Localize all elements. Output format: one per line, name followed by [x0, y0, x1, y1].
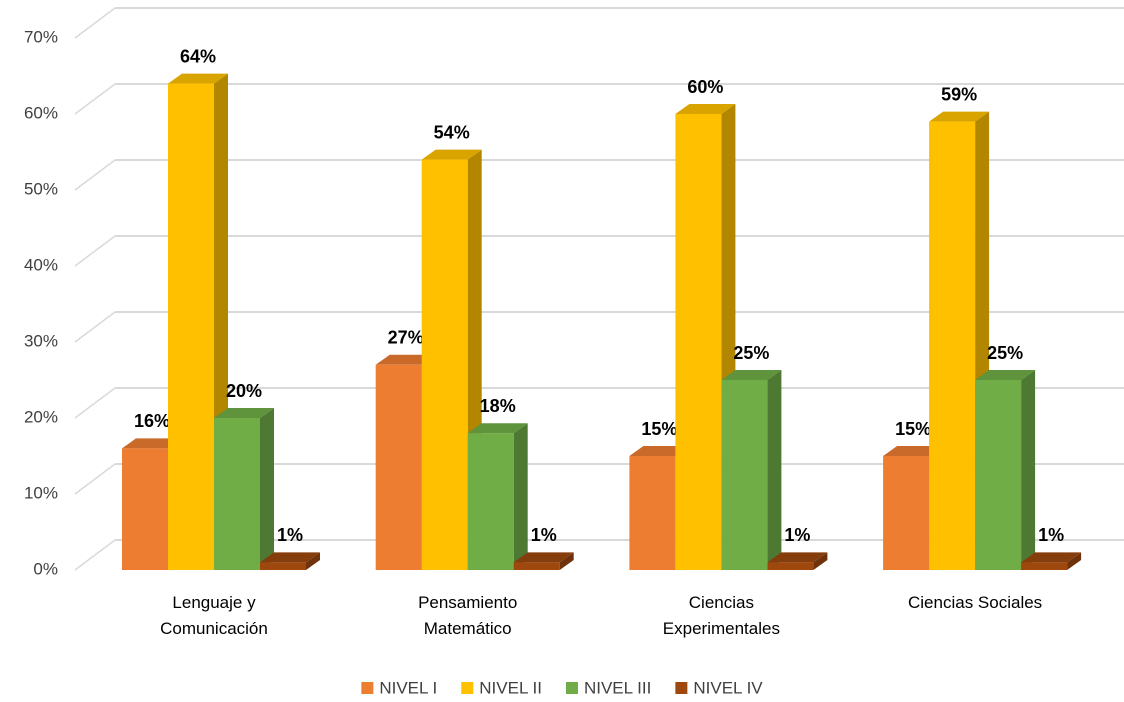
- bar: [767, 562, 814, 570]
- data-label: 60%: [687, 77, 723, 97]
- y-tick-label: 20%: [24, 407, 58, 426]
- bar: [122, 448, 168, 570]
- data-label: 15%: [895, 419, 931, 439]
- bar: [929, 121, 976, 570]
- bar: [675, 114, 722, 570]
- data-label: 1%: [1038, 525, 1064, 545]
- bar-top: [629, 446, 690, 456]
- y-tick-label: 50%: [24, 179, 58, 198]
- bar-side: [306, 552, 320, 570]
- bar: [214, 418, 260, 570]
- bar-top: [421, 149, 482, 160]
- legend-label: NIVEL IV: [693, 678, 763, 697]
- bar-top: [1021, 552, 1082, 563]
- grid-side: [74, 83, 116, 115]
- bar: [629, 456, 676, 570]
- legend-swatch: [675, 682, 688, 694]
- bar-side: [559, 552, 574, 570]
- data-label: 1%: [531, 525, 557, 545]
- bar-top: [767, 552, 828, 563]
- y-tick-label: 0%: [33, 559, 58, 578]
- x-tick-label: Ciencias Experimentales: [662, 593, 780, 638]
- legend-swatch: [361, 682, 374, 694]
- y-tick-label: 30%: [24, 331, 58, 350]
- bar-side: [513, 423, 528, 570]
- grid-side: [74, 387, 116, 419]
- data-label: 59%: [941, 84, 977, 104]
- bar-top: [513, 552, 574, 563]
- bar-top: [883, 446, 944, 456]
- bar-top: [467, 423, 528, 434]
- data-label: 27%: [388, 328, 424, 348]
- bar-side: [767, 370, 782, 570]
- bar: [467, 433, 514, 570]
- y-tick-label: 60%: [24, 103, 58, 122]
- legend-swatch: [565, 682, 578, 694]
- bar-top: [168, 73, 228, 84]
- data-label: 25%: [987, 343, 1023, 363]
- bar: [975, 380, 1022, 570]
- y-tick-label: 40%: [24, 255, 58, 274]
- grid-side: [74, 235, 116, 267]
- bar: [168, 83, 214, 570]
- bar: [260, 562, 306, 570]
- bar-top: [375, 354, 436, 365]
- x-tick-label: Pensamiento Matemático: [418, 593, 518, 638]
- x-tick-label: Ciencias Sociales: [908, 593, 1043, 612]
- bar-top: [675, 104, 736, 114]
- bar-top: [929, 111, 990, 122]
- data-label: 54%: [434, 122, 470, 142]
- bar-top: [975, 370, 1036, 380]
- data-label: 64%: [180, 46, 216, 66]
- bar: [513, 562, 560, 570]
- data-label: 18%: [480, 396, 516, 416]
- legend-label: NIVEL II: [479, 678, 542, 697]
- legend-label: NIVEL I: [379, 678, 437, 697]
- grid-side: [74, 7, 116, 39]
- bar: [421, 159, 468, 570]
- bar: [721, 380, 768, 570]
- bar: [375, 364, 422, 570]
- x-tick-label: Lenguaje y Comunicación: [160, 593, 268, 638]
- bar: [883, 456, 930, 570]
- data-label: 16%: [134, 411, 170, 431]
- y-tick-label: 10%: [24, 483, 58, 502]
- bar: [1021, 562, 1068, 570]
- bar-top: [260, 552, 320, 563]
- legend-label: NIVEL III: [584, 678, 651, 697]
- grid-side: [74, 463, 116, 495]
- bar-side: [260, 408, 274, 570]
- data-label: 1%: [277, 525, 303, 545]
- data-label: 15%: [641, 419, 677, 439]
- grid-side: [74, 539, 116, 571]
- bar-top: [214, 408, 274, 418]
- bar-side: [813, 552, 828, 570]
- data-label: 1%: [784, 525, 810, 545]
- grid-side: [74, 311, 116, 343]
- legend-swatch: [461, 682, 474, 694]
- bar-side: [1021, 370, 1036, 570]
- grid-side: [74, 159, 116, 191]
- data-label: 20%: [226, 381, 262, 401]
- bar-top: [122, 438, 182, 449]
- y-tick-label: 70%: [24, 27, 58, 46]
- bar-top: [721, 370, 782, 380]
- data-label: 25%: [733, 343, 769, 363]
- bar-side: [1067, 552, 1082, 570]
